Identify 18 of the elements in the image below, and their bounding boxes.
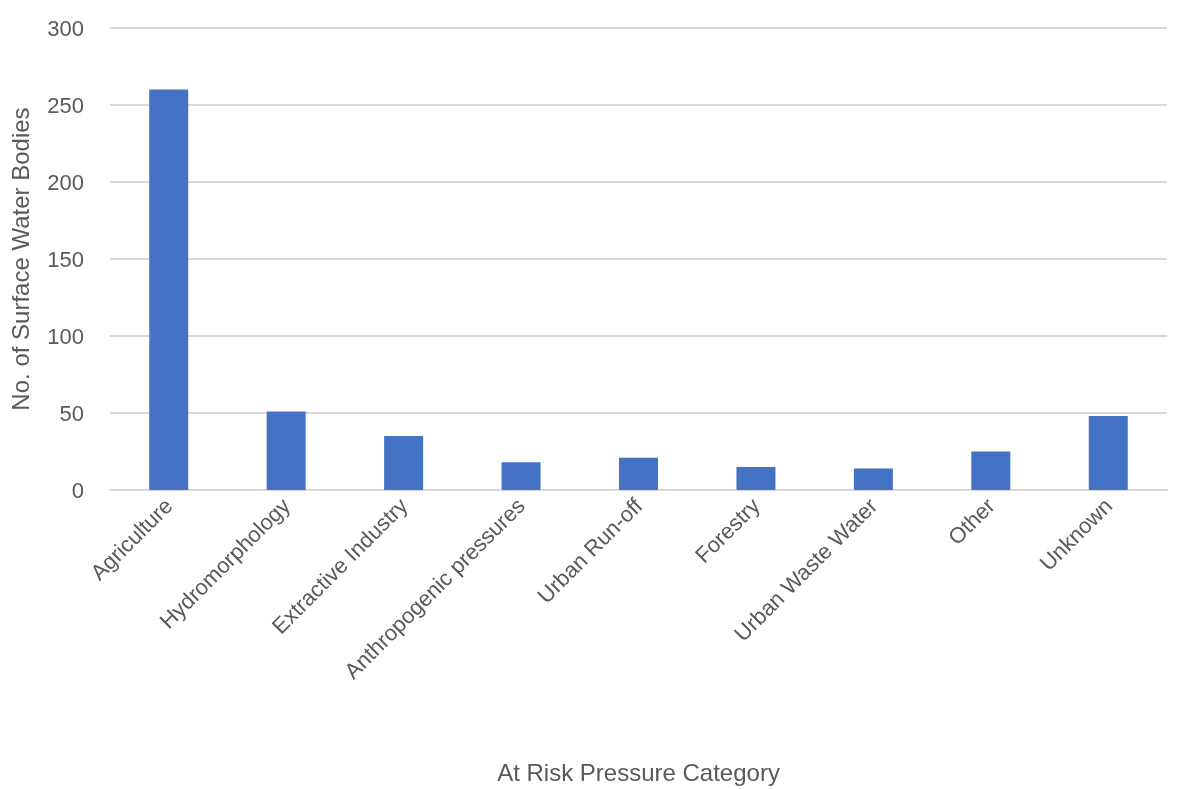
- y-tick-label: 150: [47, 246, 84, 272]
- bar: [853, 468, 893, 490]
- bar: [384, 436, 424, 490]
- y-tick-label: 100: [47, 323, 84, 349]
- y-axis-title: No. of Surface Water Bodies: [6, 107, 34, 411]
- y-tick-label: 0: [71, 477, 84, 503]
- y-tick-label: 50: [59, 400, 84, 426]
- x-axis-title: At Risk Pressure Category: [497, 758, 780, 786]
- bar: [1088, 416, 1128, 490]
- bar: [149, 89, 189, 490]
- y-tick-label: 300: [47, 15, 84, 41]
- bar: [736, 466, 776, 490]
- y-tick-label: 250: [47, 92, 84, 118]
- bar: [501, 462, 541, 490]
- bar: [971, 451, 1011, 490]
- bar: [619, 457, 658, 490]
- bar: [266, 411, 306, 490]
- y-tick-label: 200: [47, 169, 84, 195]
